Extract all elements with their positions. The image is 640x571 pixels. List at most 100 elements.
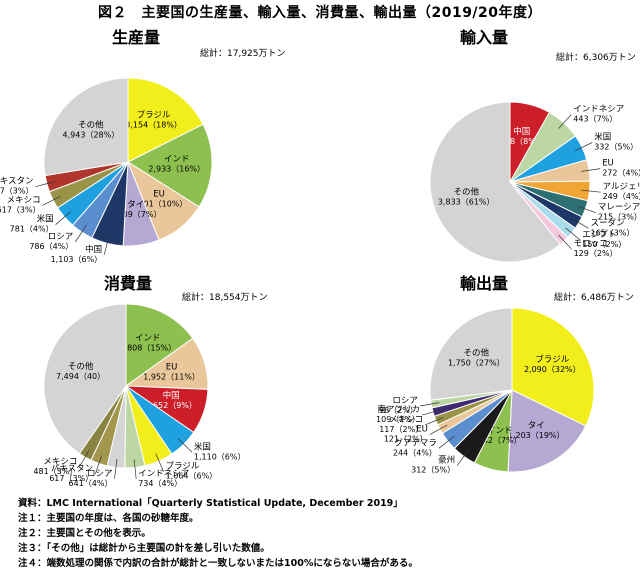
consumption-slice-name-3: 米国 bbox=[194, 441, 211, 452]
consumption-leader-line-4 bbox=[155, 453, 164, 472]
consumption-title: 消費量 bbox=[104, 274, 153, 293]
export-pie-panel: 輸出量 総計：6,486万トン ブラジル 2,090（32%） タイ 1,203（19… bbox=[320, 268, 640, 518]
consumption-slice-value-7: 617（3%） bbox=[49, 474, 93, 483]
export-slice-value-7: 109（2%） bbox=[376, 415, 420, 424]
production-slice-value-8: 567（3%） bbox=[0, 187, 34, 196]
consumption-slice-name-7: パキスタン bbox=[51, 464, 93, 474]
consumption-slice-0 bbox=[125, 303, 194, 387]
export-slice-name-9: その他 bbox=[464, 348, 490, 359]
import-slice-value-0: 518（8%） bbox=[500, 137, 544, 146]
import-leader-line-7 bbox=[565, 227, 581, 241]
import-slice-value-4: 249（4%） bbox=[603, 192, 640, 201]
export-slice-name-7: 南アフリカ bbox=[377, 404, 420, 415]
import-slice-value-3: 272（4%） bbox=[602, 169, 640, 178]
import-slice-name-0: 中国 bbox=[513, 126, 530, 137]
production-slice-name-0: ブラジル bbox=[137, 110, 171, 121]
consumption-slice-name-9: その他 bbox=[68, 361, 94, 372]
production-slice-label-3: タイ1,239（7%） bbox=[110, 200, 162, 219]
production-total: 総計：17,925万トン bbox=[200, 49, 286, 59]
consumption-leader-line-8 bbox=[79, 449, 90, 468]
consumption-slice-name-6: ロシア bbox=[87, 469, 113, 479]
import-slice-value-7: 150（2%） bbox=[582, 240, 626, 249]
notes: 資料：LMC International「Quarterly Statistic… bbox=[18, 496, 418, 571]
consumption-slice-value-6: 641（4%） bbox=[69, 479, 113, 488]
import-slice-value-2: 332（5%） bbox=[594, 143, 638, 152]
consumption-slice-value-1: 1,952（11%） bbox=[143, 372, 200, 381]
production-leader-line-6 bbox=[55, 211, 72, 225]
export-total: 総計：6,486万トン bbox=[554, 293, 634, 303]
production-slice-1 bbox=[126, 123, 213, 208]
export-slice-name-0: ブラジル bbox=[535, 354, 569, 365]
production-slice-name-9: その他 bbox=[78, 119, 104, 130]
import-slice-value-1: 443（7%） bbox=[573, 115, 617, 124]
export-slice-value-9: 1,750（27%） bbox=[448, 359, 505, 368]
production-leader-line-5 bbox=[75, 224, 87, 243]
import-slice-value-8: 129（2%） bbox=[574, 249, 618, 258]
export-slice-9 bbox=[429, 307, 513, 401]
import-slice-name-9: その他 bbox=[453, 186, 479, 197]
production-slice-9 bbox=[43, 77, 129, 177]
export-leader-line-7 bbox=[421, 409, 441, 416]
production-slice-value-2: 1,801（10%） bbox=[131, 200, 188, 209]
production-slice-name-8: パキスタン bbox=[0, 177, 34, 187]
export-slice-1 bbox=[507, 389, 587, 473]
export-slice-name-6: メキシコ bbox=[389, 415, 423, 425]
export-slice-value-0: 2,090（32%） bbox=[524, 365, 581, 374]
export-leader-line-3 bbox=[456, 449, 469, 466]
consumption-slice-value-3: 1,110（6%） bbox=[194, 452, 246, 461]
consumption-slice-value-0: 2,808（15%） bbox=[119, 344, 176, 353]
export-slice-name-3: 豪州 bbox=[438, 455, 455, 466]
production-slice-value-6: 781（4%） bbox=[10, 225, 54, 234]
import-slice-value-6: 165（3%） bbox=[591, 228, 635, 237]
production-slice-name-5: ロシア bbox=[48, 232, 74, 242]
import-leader-line-3 bbox=[581, 168, 601, 172]
consumption-total: 総計：18,554万トン bbox=[182, 293, 268, 303]
export-title: 輸出量 bbox=[460, 274, 509, 293]
production-slice-name-1: インド bbox=[164, 154, 190, 164]
import-leader-line-8 bbox=[558, 234, 572, 250]
consumption-slice-name-2: 中国 bbox=[163, 390, 180, 401]
production-slice-value-9: 4,943（28%） bbox=[63, 130, 120, 139]
consumption-slice-label-2: 中国1,652（9%） bbox=[145, 390, 197, 410]
import-slice-name-2: 米国 bbox=[594, 132, 611, 143]
production-leader-line-7 bbox=[42, 195, 61, 206]
import-slice-name-5: マレーシア bbox=[598, 203, 640, 213]
import-leader-line-2 bbox=[574, 142, 593, 152]
import-slice-name-6: スーダン bbox=[591, 217, 625, 228]
export-slice-0 bbox=[511, 307, 595, 427]
import-title: 輸入量 bbox=[460, 28, 509, 47]
production-slice-name-6: 米国 bbox=[37, 214, 54, 225]
export-slice-value-8: 98（2%） bbox=[379, 406, 418, 415]
consumption-slice-label-1: EU1,952（11%） bbox=[143, 362, 200, 381]
production-slice-label-2: EU1,801（10%） bbox=[131, 190, 188, 209]
consumption-slice-name-1: EU bbox=[166, 362, 178, 372]
note-source: 資料：LMC International「Quarterly Statistic… bbox=[18, 498, 403, 509]
export-slice-name-1: タイ bbox=[528, 421, 545, 431]
consumption-leader-line-6 bbox=[114, 459, 118, 479]
export-slice-value-6: 117（2%） bbox=[379, 425, 423, 434]
note-2: 注２：主要国とその他を表示。 bbox=[18, 528, 151, 539]
import-slice-name-4: アルジェリア bbox=[603, 182, 640, 192]
consumption-slice-name-0: インド bbox=[135, 334, 161, 344]
import-leader-line-5 bbox=[577, 205, 597, 214]
